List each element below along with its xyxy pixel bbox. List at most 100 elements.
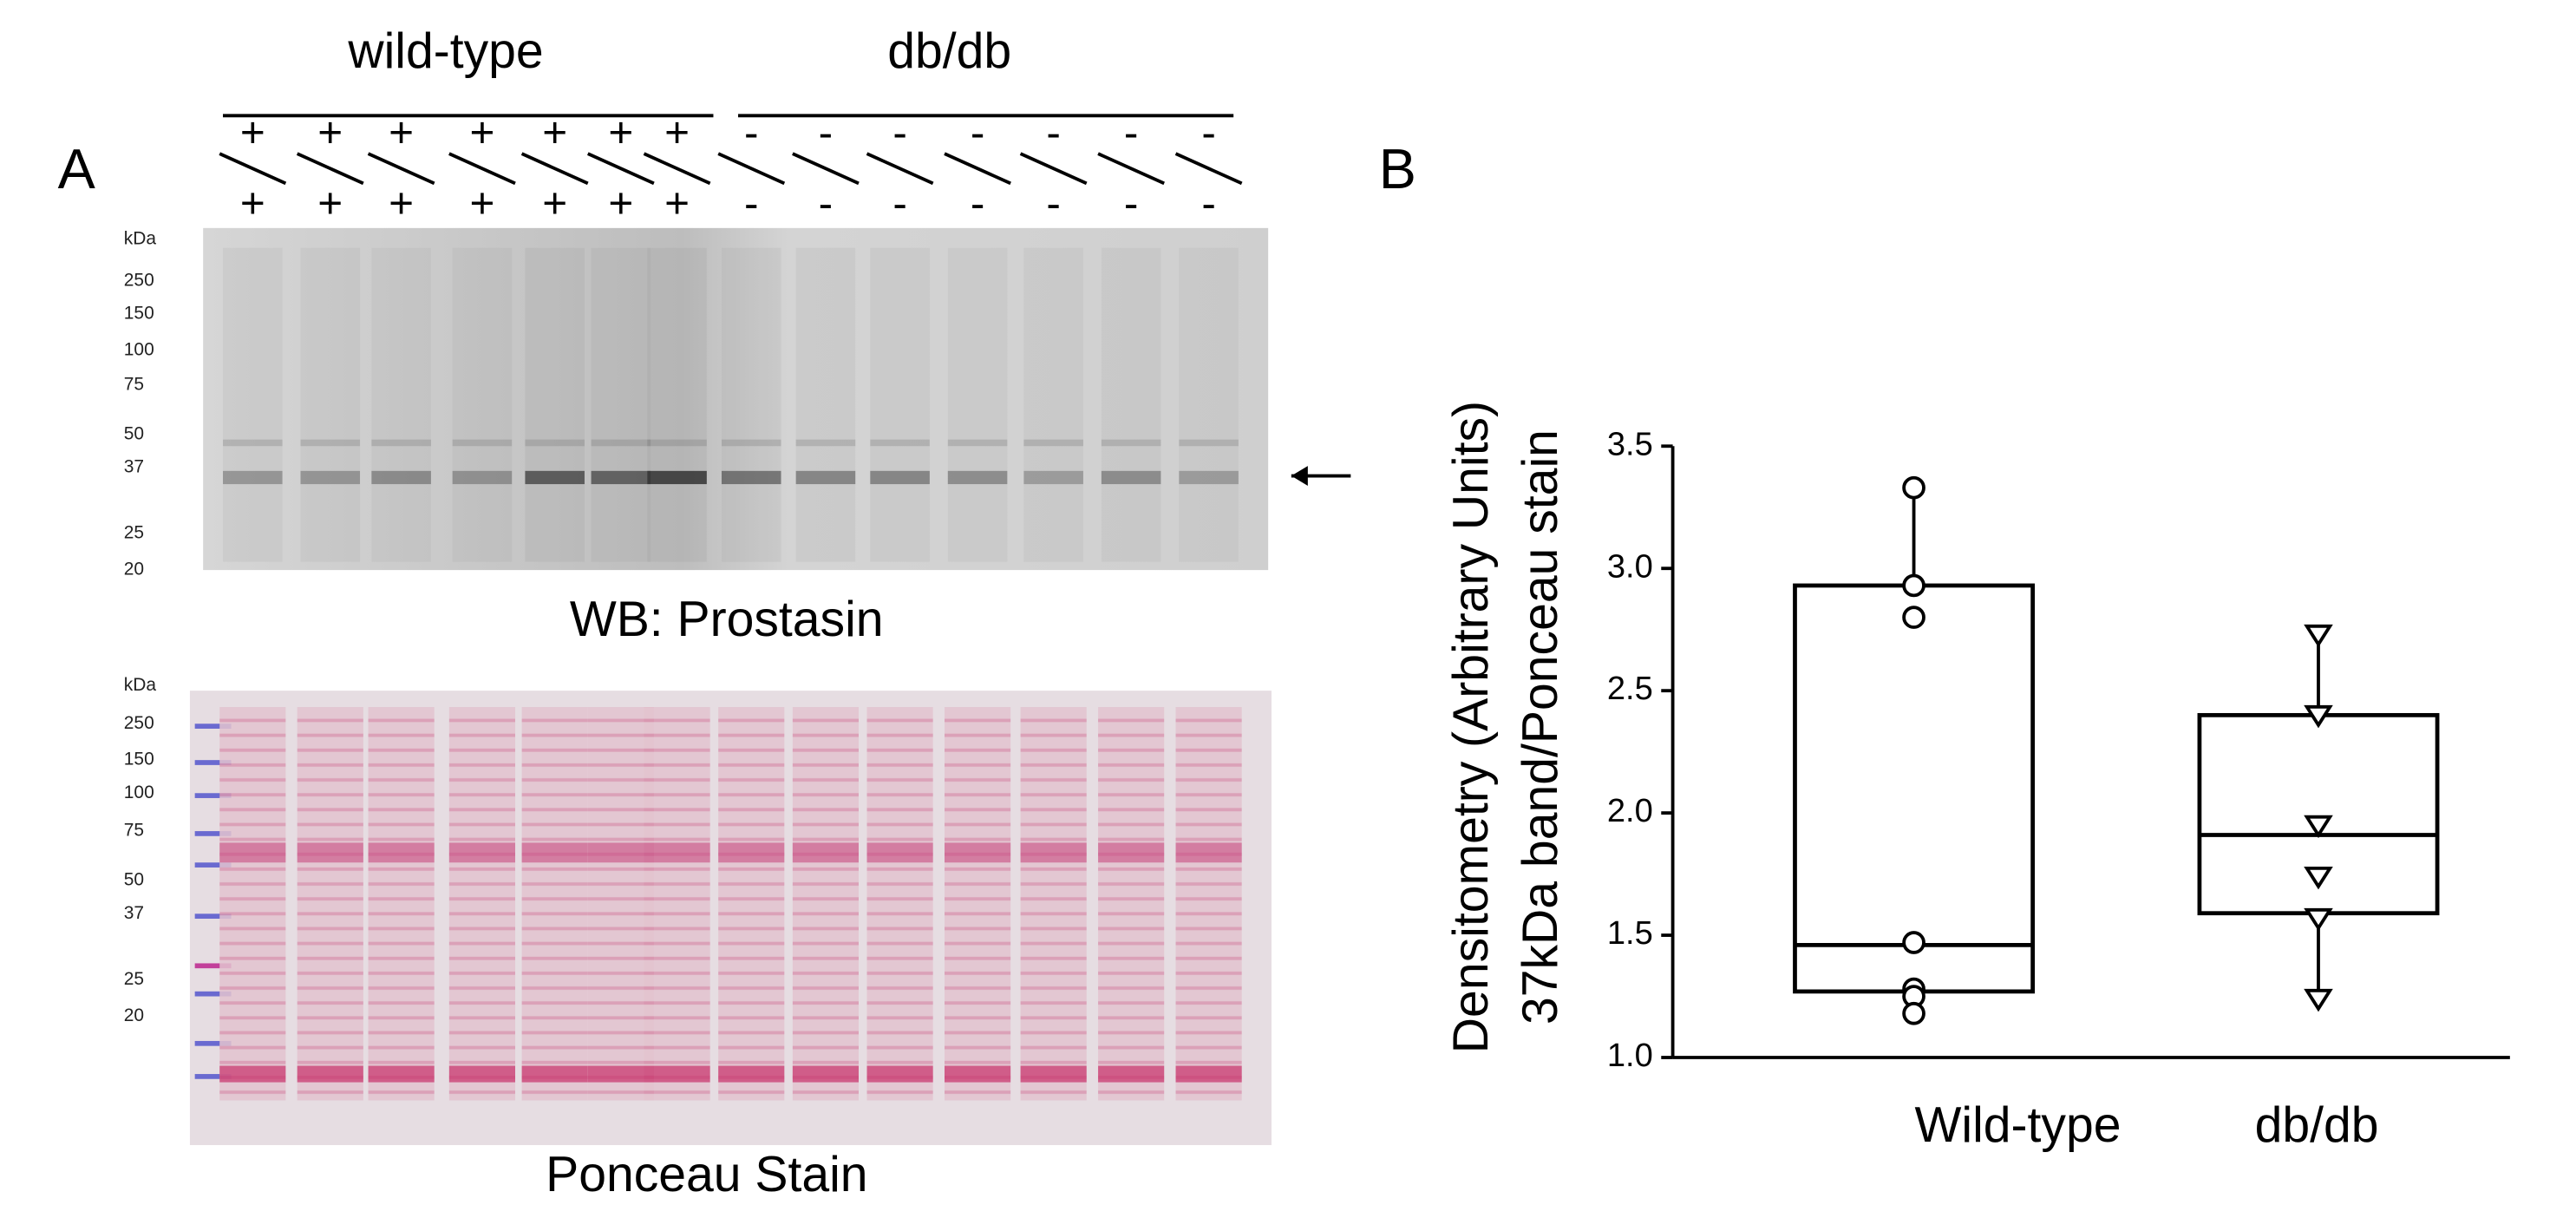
lane-slash [643,152,711,186]
ladder-band [194,991,232,997]
data-point [2304,624,2333,648]
blot-band [721,439,781,447]
ponceau-lane [587,707,654,1101]
kda-marker: 20 [124,560,144,579]
lane-slash [944,152,1011,186]
lane-genotype: + [389,108,414,156]
lane-genotype: - [744,180,758,227]
ponceau-lane [368,707,435,1101]
lane-slash [717,152,786,186]
lane-genotype: - [971,108,984,156]
kda-marker: 250 [124,270,154,290]
blot-band [371,439,431,447]
blot-band [1023,470,1083,485]
data-point [2304,815,2333,839]
data-point [1902,1001,1925,1025]
data-point [1902,475,1925,500]
ponceau-band [866,1065,933,1083]
ladder-band [194,831,232,836]
blot-band [1179,470,1239,485]
lane-slash [520,152,589,186]
lane-genotype: - [819,108,833,156]
blot-band [1023,439,1083,447]
ponceau-band [368,842,435,863]
lane-slash [296,152,364,186]
y-axis-label: 37kDa band/Ponceau stain [1513,429,1568,1025]
lane-slash [1019,152,1088,186]
ponceau-band [1175,842,1242,863]
ponceau-band [718,1065,785,1083]
blot-band [647,470,707,485]
kda-marker: 50 [124,423,144,443]
blot-band [300,470,361,485]
lane-genotype: - [1046,108,1060,156]
western-blot [203,227,1269,571]
blot-smear [300,247,361,562]
kda-marker: kDa [124,229,157,249]
kda-marker: kDa [124,675,157,695]
blot-smear [591,247,651,562]
ponceau-lane [521,707,588,1101]
ponceau-band [945,842,1011,863]
lane-genotype: + [542,108,567,156]
ponceau-band [1020,1065,1087,1083]
lane-genotype: - [1124,108,1138,156]
y-tick-label: 1.5 [1607,915,1653,952]
blot-smear [223,247,283,562]
ponceau-band [644,1065,710,1083]
ladder-band [194,793,232,798]
ladder-band [194,963,232,969]
data-point [1902,573,1925,598]
ladder-band [194,760,232,765]
ponceau-lane [718,707,785,1101]
lane-genotype: + [389,180,414,227]
lane-genotype: - [819,180,833,227]
lane-slash [586,152,655,186]
ponceau-lane [945,707,1011,1101]
blot-band [371,470,431,485]
ponceau-band [521,842,588,863]
y-tick-label: 2.5 [1607,671,1653,707]
ponceau-band [448,1065,515,1083]
ladder-band [194,1074,232,1079]
lane-genotype: - [1201,180,1215,227]
blot-smear [947,247,1008,562]
ponceau-band [866,842,933,863]
lane-slash [448,152,516,186]
lane-slash [792,152,860,186]
data-point [2304,907,2333,932]
ponceau-band [521,1065,588,1083]
kda-marker: 150 [124,750,154,769]
ponceau-lane [644,707,710,1101]
data-point [1902,606,1925,629]
lane-genotype: + [317,108,343,156]
blot-band [452,439,513,447]
ponceau-band [297,842,363,863]
lane-slash [866,152,934,186]
y-tick-label: 1.0 [1607,1038,1653,1074]
blot-smear [647,247,707,562]
lane-genotype: + [240,108,265,156]
ponceau-lane [1098,707,1165,1101]
blot-band [591,470,651,485]
lane-genotype: + [317,180,343,227]
ponceau-band [368,1065,435,1083]
ponceau-band [792,842,859,863]
lane-genotype: - [1201,108,1215,156]
ponceau-band [644,842,710,863]
ponceau-caption: Ponceau Stain [546,1147,867,1202]
blot-band [1179,439,1239,447]
blot-band [452,470,513,485]
lane-slash [1097,152,1165,186]
blot-smear [1101,247,1161,562]
ponceau-lane [297,707,363,1101]
ponceau-band [718,842,785,863]
y-axis-label: Densitometry (Arbitrary Units) [1443,401,1499,1053]
kda-marker: 37 [124,903,144,923]
panel-label: B [1379,137,1416,200]
ponceau-band [1175,1065,1242,1083]
ladder-band [194,724,232,729]
blot-band [300,439,361,447]
y-tick-label: 3.0 [1607,548,1653,585]
blot-smear [795,247,856,562]
